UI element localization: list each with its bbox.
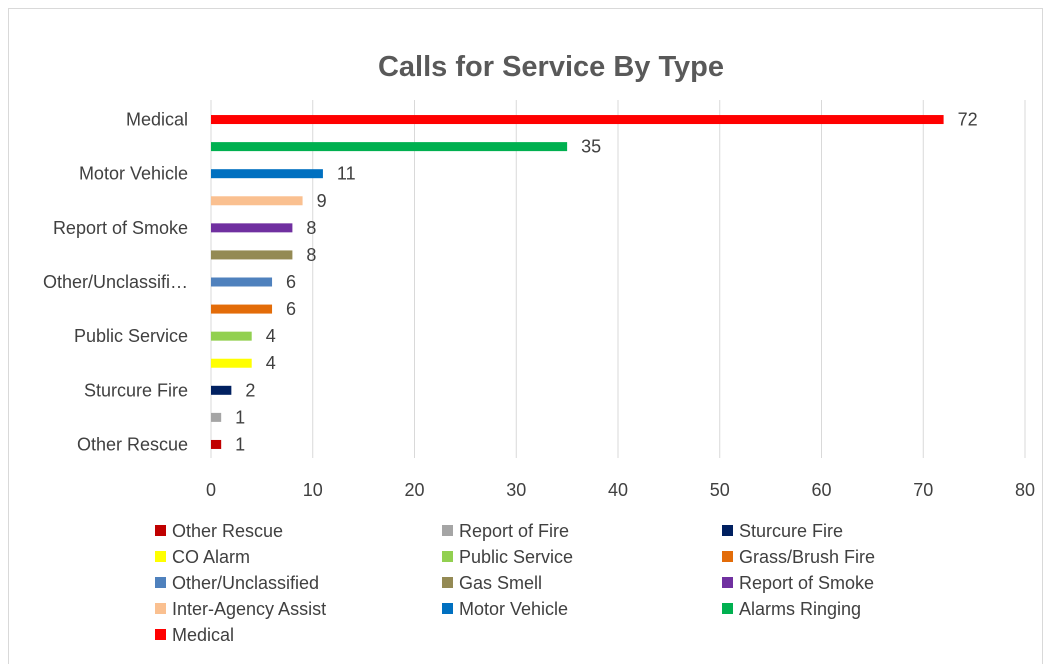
data-label: 1 [235,407,245,427]
x-tick-label-70: 70 [913,480,933,500]
legend-swatch [155,551,166,562]
bar-report-of-smoke [211,223,293,233]
bar-other-rescue [211,439,222,449]
x-tick-label-10: 10 [303,480,323,500]
y-category-label: Other/Unclassifi… [43,272,188,292]
legend-swatch [722,577,733,588]
x-tick-label-30: 30 [506,480,526,500]
legend-swatch [155,525,166,536]
x-tick-label-80: 80 [1015,480,1035,500]
legend-label: Motor Vehicle [459,599,568,619]
bar-report-of-fire [211,412,222,422]
bar-other-unclassified [211,277,273,287]
x-tick-label-50: 50 [710,480,730,500]
y-category-label: Other Rescue [77,434,188,454]
legend-swatch [155,577,166,588]
x-tick-label-40: 40 [608,480,628,500]
legend-label: Gas Smell [459,573,542,593]
legend-swatch [442,577,453,588]
legend-label: Report of Fire [459,521,569,541]
legend-swatch [722,603,733,614]
legend-swatch [155,629,166,640]
x-tick-label-0: 0 [206,480,216,500]
data-label: 72 [958,110,978,130]
y-category-label: Public Service [74,326,188,346]
bar-co-alarm [211,358,252,368]
legend-label: Sturcure Fire [739,521,843,541]
legend-swatch [722,551,733,562]
bar-sturcure-fire [211,385,232,395]
bar-medical [211,115,944,125]
x-tick-label-20: 20 [404,480,424,500]
legend-swatch [722,525,733,536]
x-tick-label-60: 60 [811,480,831,500]
legend-label: Medical [172,625,234,645]
y-category-label: Sturcure Fire [84,380,188,400]
legend-label: Inter-Agency Assist [172,599,326,619]
bar-alarms-ringing [211,142,568,152]
data-label: 2 [245,380,255,400]
data-label: 8 [306,245,316,265]
data-label: 6 [286,299,296,319]
bar-public-service [211,331,252,341]
data-label: 35 [581,137,601,157]
y-category-label: Report of Smoke [53,218,188,238]
bar-motor-vehicle [211,169,323,179]
legend-label: Grass/Brush Fire [739,547,875,567]
legend-label: Report of Smoke [739,573,874,593]
legend-label: CO Alarm [172,547,250,567]
data-label: 6 [286,272,296,292]
bar-inter-agency-assist [211,196,303,206]
data-label: 4 [266,353,276,373]
legend-label: Alarms Ringing [739,599,861,619]
chart-title: Calls for Service By Type [378,51,724,83]
legend-swatch [155,603,166,614]
y-category-label: Motor Vehicle [79,164,188,184]
bar-gas-smell [211,250,293,260]
data-label: 8 [306,218,316,238]
legend-swatch [442,603,453,614]
legend-swatch [442,551,453,562]
bar-grass-brush-fire [211,304,273,314]
data-label: 9 [317,191,327,211]
data-label: 4 [266,326,276,346]
legend-label: Other Rescue [172,521,283,541]
data-label: 11 [337,164,356,184]
legend-label: Other/Unclassified [172,573,319,593]
legend-label: Public Service [459,547,573,567]
legend-swatch [442,525,453,536]
data-label: 1 [235,434,245,454]
y-category-label: Medical [126,110,188,130]
